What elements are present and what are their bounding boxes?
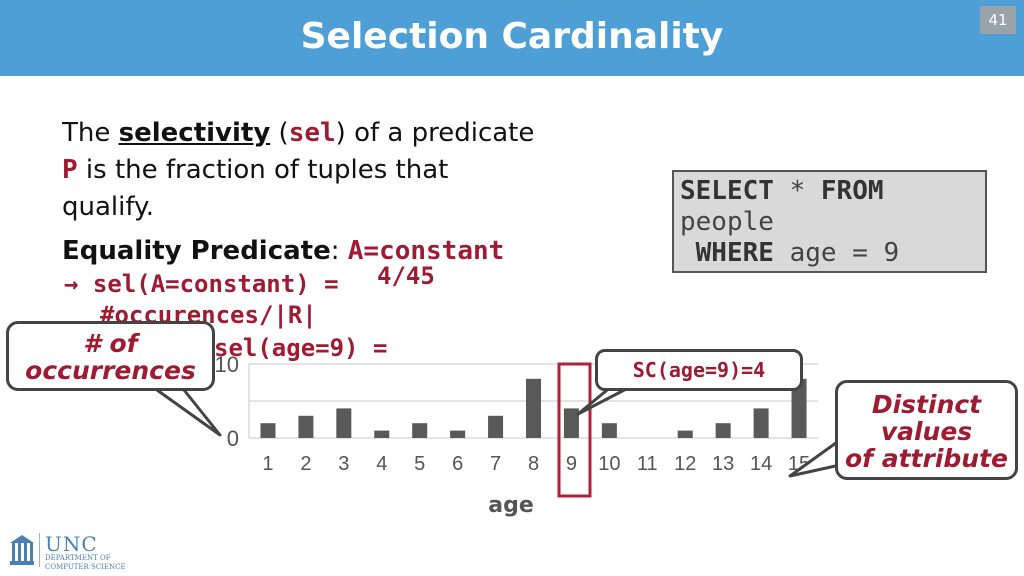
- selectivity-term: selectivity: [118, 118, 271, 148]
- sc-callout: SC(age=9)=4: [595, 349, 803, 391]
- sql-star: *: [773, 176, 821, 206]
- bar-age-10: [601, 423, 617, 438]
- equality-label: Equality Predicate: [62, 236, 331, 266]
- logo-unc: UNC: [45, 532, 98, 556]
- x-tick-label: 10: [598, 453, 620, 475]
- logo-dept-line-1: DEPARTMENT OF: [45, 554, 111, 562]
- unc-logo-icon: [10, 535, 34, 565]
- bar-age-13: [715, 423, 731, 438]
- formula-line-3: sel(age=9) =: [214, 334, 388, 362]
- x-tick-label: 11: [637, 453, 658, 475]
- definition-line-1: The selectivity (sel) of a predicate: [62, 115, 534, 152]
- definition-line-2: P is the fraction of tuples that: [62, 152, 448, 189]
- formula-line-1: → sel(A=constant) =: [64, 270, 339, 298]
- sql-line-3: WHERE age = 9: [680, 238, 979, 269]
- arrow-glyph: →: [64, 270, 93, 298]
- sql-select: SELECT: [680, 176, 774, 206]
- title-bar: [0, 0, 1024, 76]
- bar-age-3: [336, 408, 352, 438]
- slide-title: Selection Cardinality: [300, 16, 724, 57]
- bar-age-2: [298, 415, 314, 438]
- distinct-line-3: of attribute: [844, 444, 1009, 473]
- occurrences-line-2: occurrences: [25, 356, 196, 385]
- bar-age-4: [374, 430, 390, 438]
- equality-colon: :: [330, 236, 348, 266]
- x-tick-label: 1: [262, 453, 273, 475]
- definition-line-3: qualify.: [62, 192, 155, 222]
- distinct-callout-tail: [788, 438, 842, 478]
- x-tick-label: 5: [414, 453, 425, 475]
- sql-line-1: SELECT * FROM: [680, 176, 979, 207]
- x-tick-label: 12: [674, 453, 696, 475]
- equality-line: Equality Predicate: A=constant: [62, 233, 504, 270]
- formula-fraction: 4/45: [377, 262, 435, 290]
- sql-query-box: SELECT * FROM people WHERE age = 9: [672, 170, 987, 273]
- x-tick-label: 4: [376, 453, 387, 475]
- sql-from: FROM: [820, 176, 884, 206]
- x-tick-label: 13: [712, 453, 734, 475]
- bar-age-9: [563, 408, 579, 438]
- x-tick-label: 8: [528, 453, 539, 475]
- y-tick-label: 0: [227, 426, 239, 451]
- bar-age-8: [526, 378, 541, 438]
- formula-sel-constant: sel(A=constant) =: [92, 270, 339, 298]
- logo-dept-line-2: COMPUTER SCIENCE: [45, 563, 126, 571]
- text-paren: (: [270, 118, 289, 148]
- bar-age-5: [412, 423, 428, 438]
- logo-divider: [39, 533, 40, 567]
- x-tick-label: 2: [300, 453, 311, 475]
- x-tick-label: 3: [338, 453, 349, 475]
- x-tick-label: 9: [566, 453, 577, 475]
- unc-wordmark: UNC DEPARTMENT OF COMPUTER SCIENCE: [45, 534, 126, 572]
- occurrences-callout-tail: [148, 383, 222, 437]
- x-tick-label: 7: [490, 453, 501, 475]
- x-tick-label: 14: [750, 453, 772, 475]
- sql-condition: age = 9: [773, 238, 900, 268]
- predicate-p: P: [62, 155, 78, 185]
- text-fraction: is the fraction of tuples that: [77, 155, 449, 185]
- text-the: The: [62, 118, 119, 148]
- sql-where: WHERE: [695, 238, 774, 268]
- bar-age-7: [488, 415, 504, 438]
- distinct-values-callout: Distinct values of attribute: [835, 380, 1018, 480]
- occurrences-line-1: # of: [83, 329, 138, 358]
- text-of-predicate: ) of a predicate: [335, 118, 535, 148]
- highlight-box-age-9: [557, 362, 592, 498]
- distinct-line-1: Distinct: [871, 390, 982, 419]
- x-tick-label: 15: [788, 453, 810, 475]
- distinct-line-2: values: [880, 417, 973, 446]
- occurrences-callout: # of occurrences: [6, 321, 215, 391]
- equality-code: A=constant: [347, 236, 505, 266]
- slide-number: 41: [980, 6, 1016, 34]
- bar-age-6: [450, 430, 466, 438]
- bar-age-1: [260, 423, 276, 438]
- sql-line-2: people: [680, 207, 774, 237]
- bar-age-14: [753, 408, 769, 438]
- bar-age-12: [677, 430, 693, 438]
- x-tick-label: 6: [452, 453, 463, 475]
- x-axis-label: age: [488, 493, 534, 518]
- sel-code: sel: [288, 118, 336, 148]
